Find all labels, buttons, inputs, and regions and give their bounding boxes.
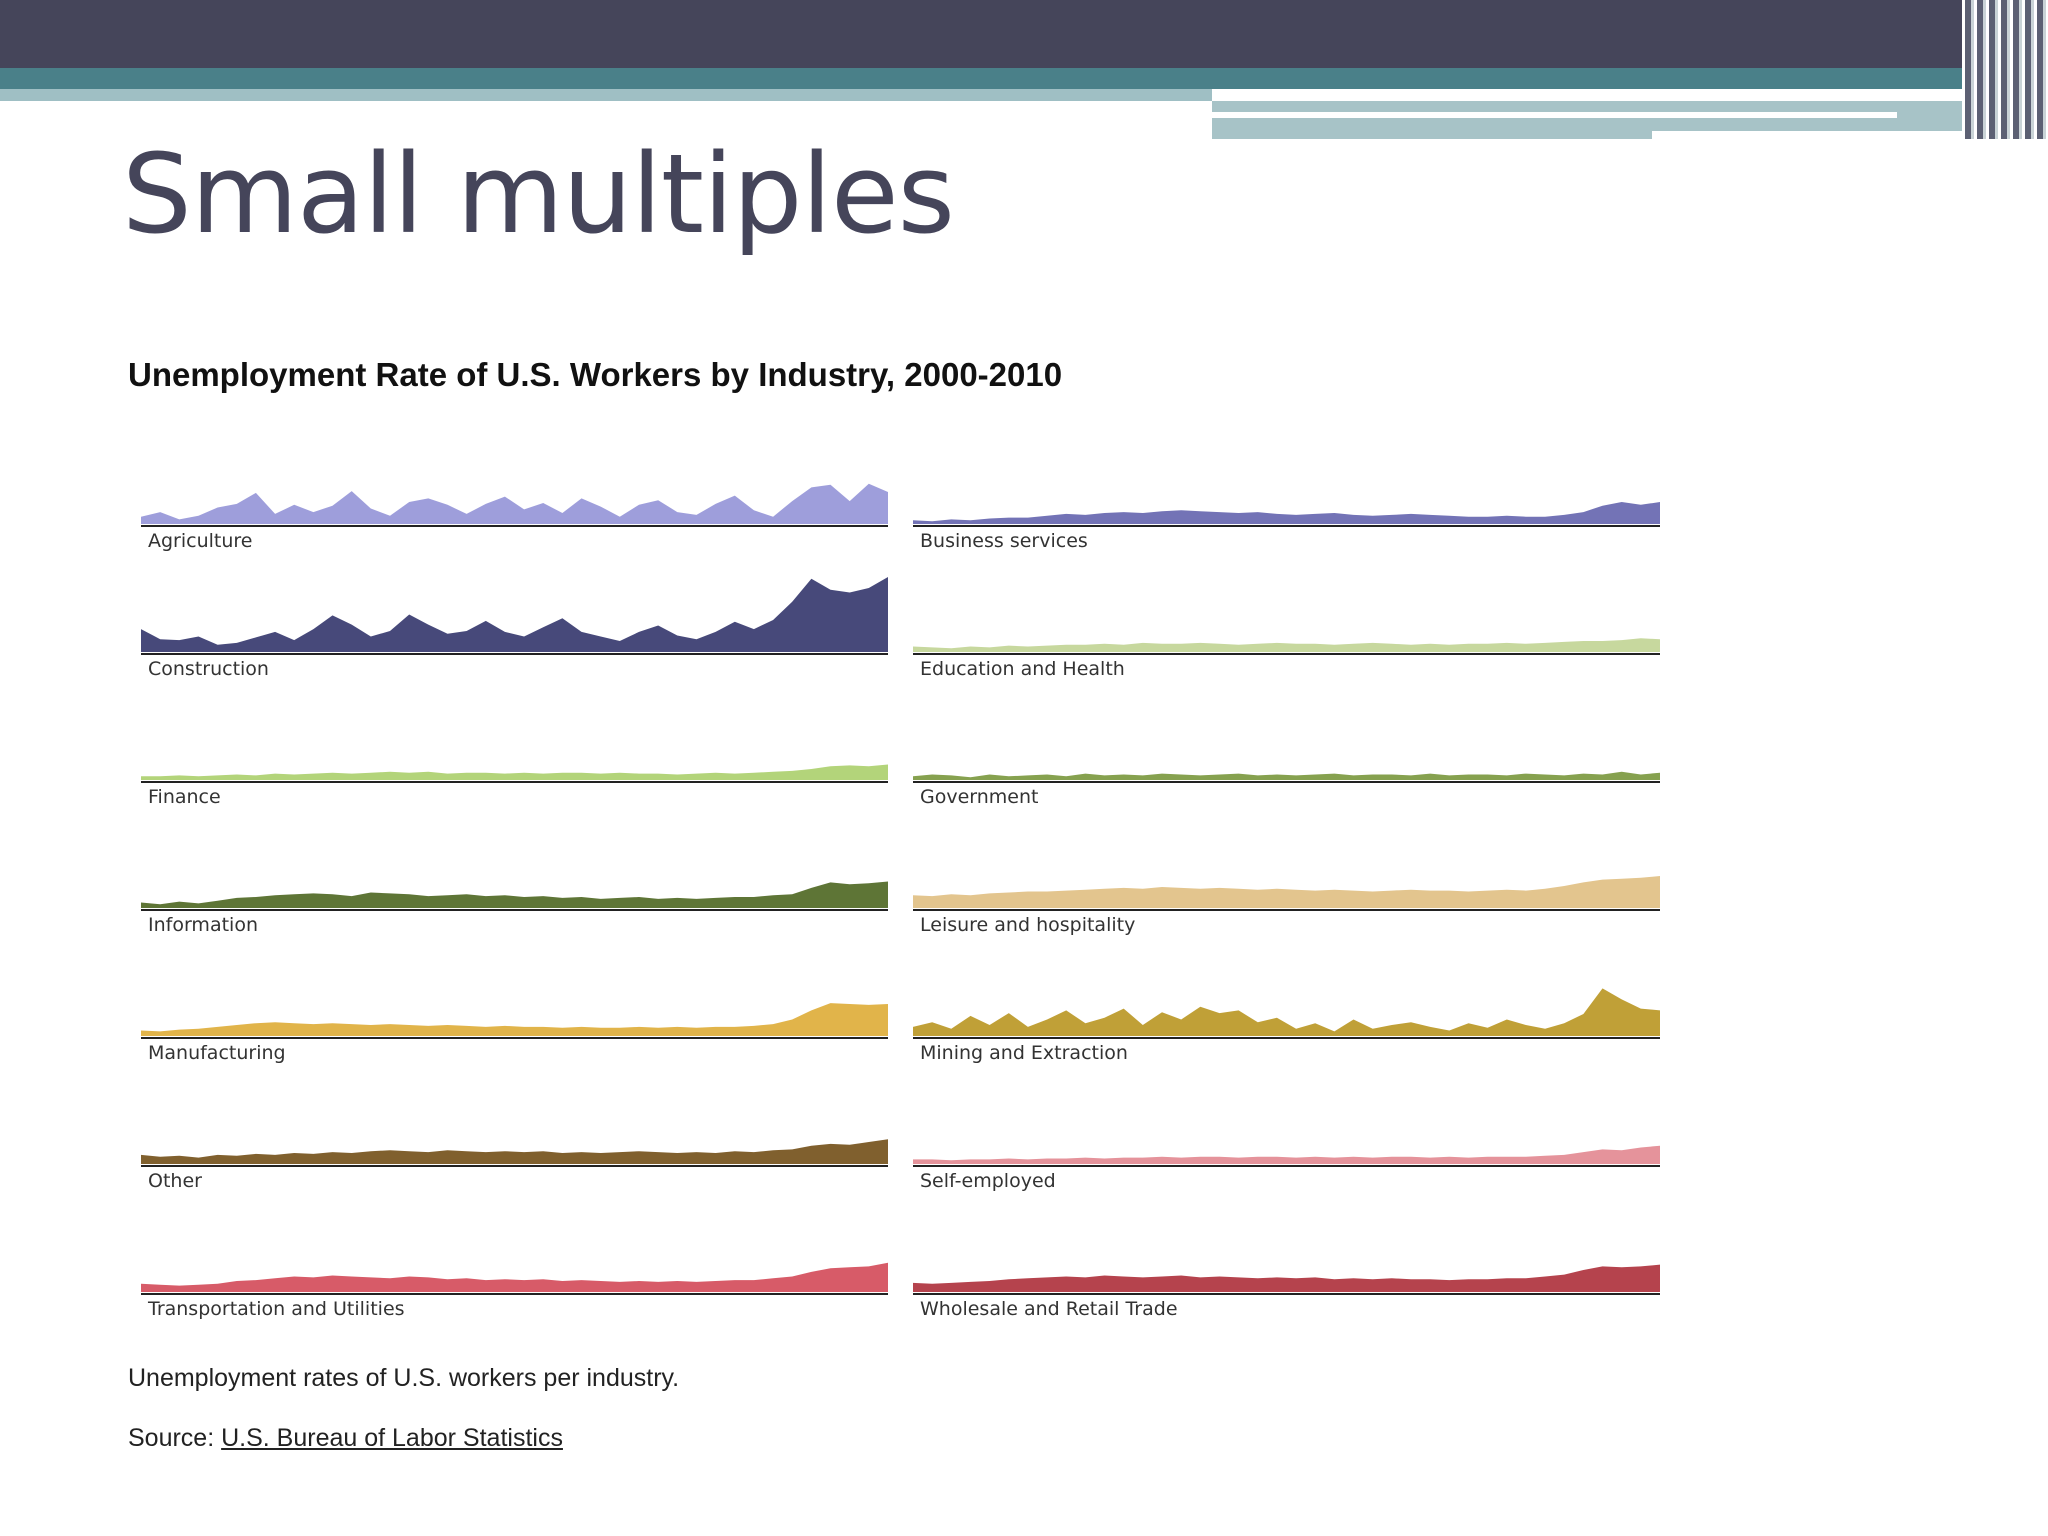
panel-manufacturing: Manufacturing [141,1003,888,1064]
panel-label: Manufacturing [148,1042,286,1064]
series-area [913,988,1660,1036]
panel-label: Government [920,786,1039,808]
panel-label: Other [148,1170,202,1192]
panel-construction: Construction [141,577,888,680]
series-area [913,502,1660,524]
panel-label: Education and Health [920,658,1125,680]
panel-transportation-and-utilities: Transportation and Utilities [141,1262,888,1320]
header-band-line [1212,112,1897,118]
series-area [141,881,888,908]
source-line: Source: U.S. Bureau of Labor Statistics [128,1424,563,1453]
panel-label: Wholesale and Retail Trade [920,1298,1178,1320]
panel-leisure-and-hospitality: Leisure and hospitality [913,876,1660,936]
panel-mining-and-extraction: Mining and Extraction [913,988,1660,1064]
panel-other: Other [141,1139,888,1192]
panel-label: Business services [920,530,1088,552]
series-area [141,1003,888,1036]
series-area [913,771,1660,780]
source-link[interactable]: U.S. Bureau of Labor Statistics [221,1424,563,1452]
panel-education-and-health: Education and Health [913,638,1660,680]
slide-title: Small multiples [122,130,955,258]
series-area [913,1145,1660,1164]
panel-label: Construction [148,658,269,680]
panel-label: Mining and Extraction [920,1042,1128,1064]
series-area [913,876,1660,908]
header-bar [0,0,2048,68]
panel-label: Self-employed [920,1170,1056,1192]
panel-self-employed: Self-employed [913,1145,1660,1192]
series-area [913,638,1660,652]
panel-label: Information [148,914,258,936]
panel-label: Agriculture [148,530,253,552]
chart-caption: Unemployment rates of U.S. workers per i… [128,1364,680,1392]
panel-label: Transportation and Utilities [147,1298,405,1320]
panel-label: Finance [148,786,221,808]
panel-government: Government [913,771,1660,808]
panel-business-services: Business services [913,502,1660,552]
source-label: Source: [128,1424,222,1452]
chart-title: Unemployment Rate of U.S. Workers by Ind… [128,356,1063,393]
header-band-line-short [1652,131,1962,139]
header-band-light [0,89,1212,101]
header-stripes-decoration [1962,0,2048,139]
series-area [141,1262,888,1292]
panel-label: Leisure and hospitality [920,914,1135,936]
series-area [141,483,888,524]
series-area [141,764,888,780]
series-area [141,577,888,652]
panel-wholesale-and-retail-trade: Wholesale and Retail Trade [913,1264,1660,1320]
panel-agriculture: Agriculture [141,483,888,552]
panel-information: Information [141,881,888,936]
series-area [913,1264,1660,1292]
panel-finance: Finance [141,764,888,808]
header-band-teal [0,68,2048,89]
series-area [141,1139,888,1164]
